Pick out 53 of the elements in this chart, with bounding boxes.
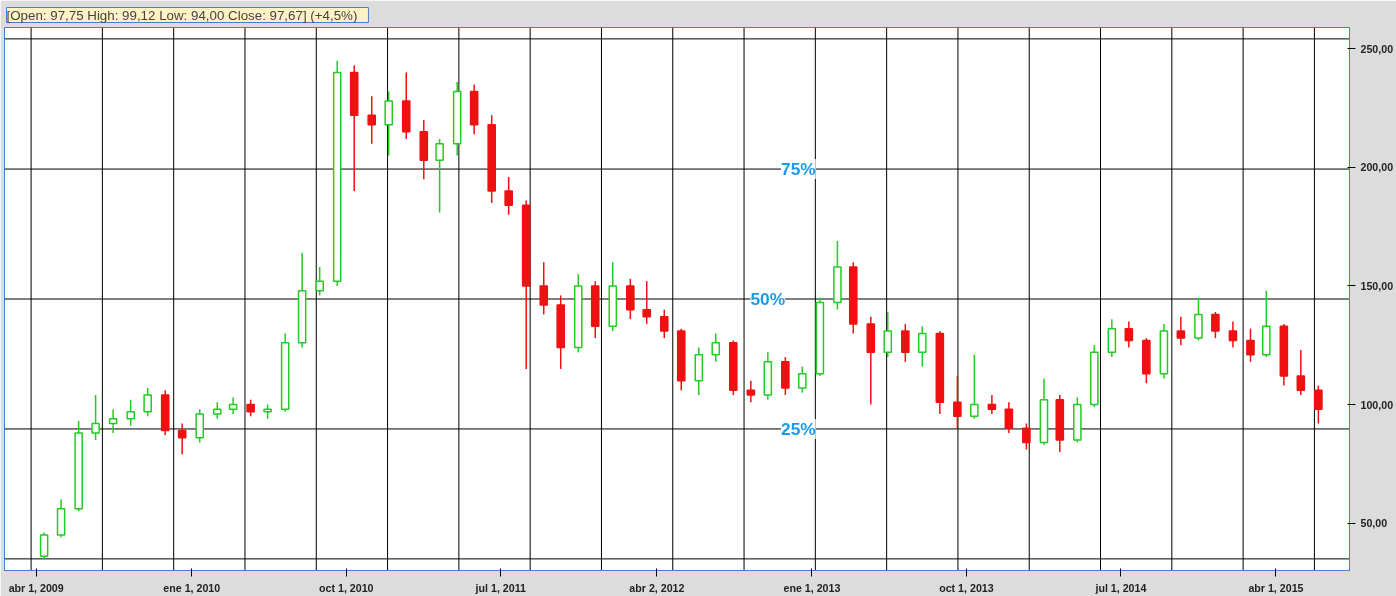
y-tick-label: 200,00 — [1360, 161, 1394, 174]
candlestick — [953, 375, 962, 429]
x-tick-label: ene 1, 2013 — [783, 581, 841, 594]
candlestick — [626, 278, 635, 320]
candlestick — [435, 138, 444, 214]
candlestick — [746, 380, 756, 403]
candlestick — [143, 387, 152, 418]
candlestick — [1194, 297, 1203, 342]
x-tick-label: abr 1, 2015 — [1248, 581, 1304, 594]
candlestick — [384, 90, 394, 157]
candlestick — [108, 408, 118, 434]
candlestick — [1228, 320, 1238, 349]
candlestick — [970, 353, 979, 420]
x-tick-label: jul 1, 2014 — [1094, 581, 1147, 594]
candlestick — [1296, 349, 1306, 396]
candlestick — [711, 332, 721, 363]
candlestick — [883, 311, 893, 358]
y-tick-label: 250,00 — [1360, 42, 1394, 55]
annotation: 75% — [781, 159, 816, 180]
candlestick — [126, 399, 135, 427]
candlestick — [1314, 384, 1323, 425]
annotation: 25% — [781, 418, 816, 439]
candlestick — [1211, 311, 1220, 339]
candlestick — [1107, 318, 1117, 358]
x-tick-label: oct 1, 2010 — [319, 581, 374, 594]
candlestick — [367, 95, 377, 145]
candlestick — [1176, 316, 1186, 346]
candlestick — [659, 308, 669, 339]
candlestick — [315, 266, 324, 297]
candlestick — [901, 323, 910, 363]
candlestick — [539, 261, 549, 316]
candlestick — [1246, 327, 1255, 363]
x-tick-label: oct 1, 2013 — [939, 581, 994, 594]
candlestick — [1022, 422, 1031, 451]
candlestick — [504, 176, 513, 216]
annotation: 50% — [750, 289, 786, 309]
candlestick — [91, 394, 100, 441]
candlestick — [987, 394, 997, 415]
x-tick-label: abr 1, 2009 — [8, 581, 64, 594]
chart-title: [Open: 97,75 High: 99,12 Low: 94,00 Close: 97,67] (+4,5%) — [6, 7, 358, 23]
y-tick-label: 100,00 — [1360, 398, 1394, 411]
candlestick — [798, 365, 807, 394]
candlestick — [642, 280, 652, 325]
x-tick-label: jul 1, 2011 — [474, 581, 526, 594]
x-tick-label: ene 1, 2010 — [163, 581, 221, 594]
candlestick — [1124, 320, 1134, 349]
candlestick — [917, 325, 927, 368]
candlestick — [1004, 401, 1014, 434]
candlestick — [195, 408, 205, 444]
y-tick-label: 50,00 — [1360, 517, 1388, 530]
x-tick-label: abr 2, 2012 — [629, 581, 685, 594]
candlestick — [39, 531, 49, 560]
y-tick-label: 150,00 — [1360, 279, 1394, 292]
